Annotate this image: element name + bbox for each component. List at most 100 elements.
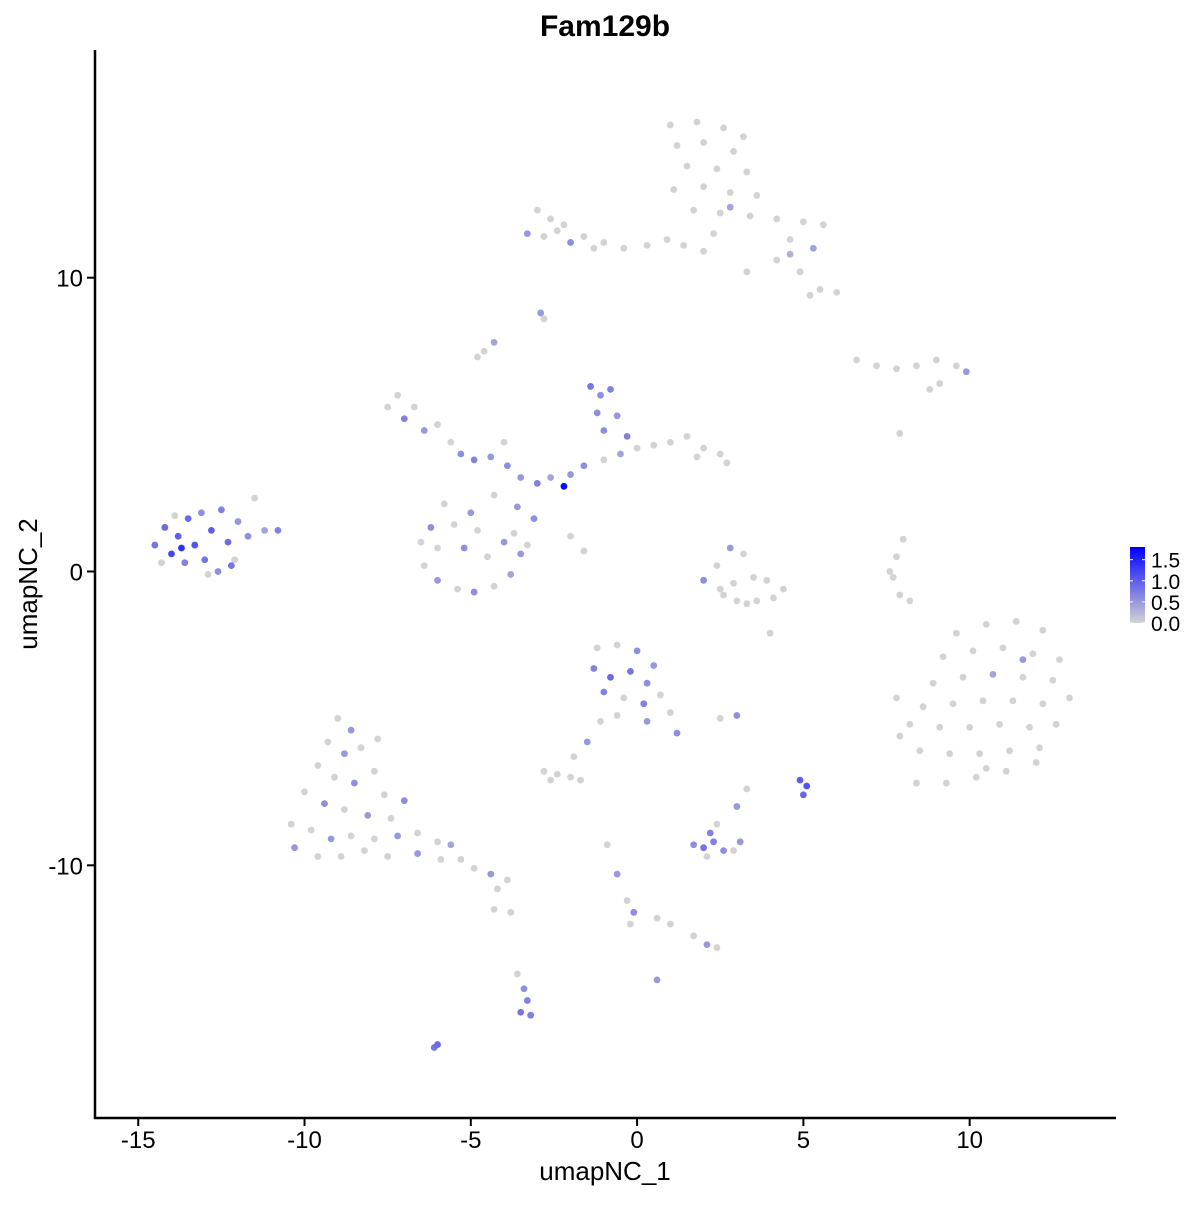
data-point	[730, 579, 737, 587]
data-point	[713, 165, 721, 173]
data-point	[690, 932, 698, 940]
data-point	[633, 647, 641, 655]
data-point	[710, 230, 717, 238]
data-point	[816, 286, 824, 293]
data-point	[274, 526, 282, 534]
data-point	[786, 236, 794, 243]
data-point	[580, 233, 588, 240]
data-point	[523, 997, 531, 1004]
data-point	[607, 673, 614, 681]
data-point	[400, 797, 408, 805]
data-point	[1032, 759, 1040, 766]
data-point	[204, 571, 212, 578]
data-point	[693, 118, 701, 126]
data-point	[503, 462, 511, 470]
data-point	[743, 168, 751, 176]
data-point	[600, 427, 608, 434]
data-point	[384, 853, 392, 860]
data-point	[158, 559, 165, 567]
data-point	[434, 544, 441, 552]
data-point	[703, 853, 711, 860]
data-point	[633, 444, 641, 452]
data-point	[650, 441, 658, 449]
data-point	[743, 268, 751, 276]
data-point	[799, 218, 807, 226]
data-point	[414, 850, 421, 857]
data-point	[889, 573, 897, 581]
data-point	[716, 585, 724, 593]
data-point	[577, 776, 584, 784]
colorbar-tick-label: 1.0	[1151, 571, 1180, 594]
data-point	[952, 362, 960, 370]
data-point	[666, 920, 674, 928]
data-point	[773, 215, 781, 223]
data-point	[427, 524, 435, 531]
data-point	[484, 553, 491, 561]
data-point	[597, 391, 604, 399]
data-point	[474, 526, 481, 534]
data-point	[700, 183, 708, 191]
data-point	[217, 506, 225, 514]
data-point	[587, 383, 594, 390]
data-point	[770, 594, 777, 602]
data-point	[434, 1041, 441, 1048]
data-point	[1056, 656, 1063, 664]
data-point	[1039, 700, 1047, 708]
data-point	[474, 353, 481, 361]
data-point	[510, 529, 518, 537]
data-point	[906, 720, 914, 728]
data-point	[214, 568, 222, 575]
data-point	[613, 412, 621, 420]
data-point	[580, 547, 588, 555]
colorbar-tick-label: 0.5	[1151, 592, 1180, 615]
data-point	[873, 362, 880, 370]
data-point	[1019, 656, 1027, 664]
data-point	[1029, 650, 1037, 658]
data-point	[553, 770, 561, 778]
data-point	[161, 524, 169, 531]
data-point	[653, 914, 661, 922]
data-point	[720, 124, 727, 132]
data-point	[743, 785, 751, 793]
data-point	[656, 691, 664, 699]
data-point	[893, 694, 900, 702]
data-point	[450, 521, 458, 528]
data-point	[982, 620, 990, 628]
data-point	[700, 444, 708, 452]
data-point	[287, 820, 295, 828]
data-point	[251, 494, 259, 502]
data-point	[1002, 767, 1010, 775]
data-point	[643, 241, 651, 249]
data-point	[803, 782, 811, 790]
data-point	[507, 571, 515, 578]
data-point	[171, 512, 179, 520]
data-point	[726, 189, 734, 196]
data-point	[547, 474, 555, 481]
data-point	[490, 905, 498, 913]
data-point	[530, 515, 538, 523]
data-point	[750, 573, 757, 581]
data-point	[553, 227, 561, 235]
data-point	[819, 221, 827, 229]
data-point	[227, 562, 235, 570]
data-point	[613, 712, 621, 719]
data-point	[972, 773, 980, 781]
data-point	[853, 356, 860, 364]
data-point	[1019, 673, 1027, 681]
data-point	[730, 847, 737, 855]
data-point	[919, 703, 927, 711]
data-point	[620, 694, 628, 702]
colorbar	[1130, 547, 1145, 623]
data-point	[487, 870, 495, 878]
data-point	[1036, 744, 1043, 752]
data-point	[700, 576, 708, 584]
data-point	[623, 432, 631, 440]
data-point	[414, 829, 421, 837]
data-point	[906, 597, 914, 605]
data-point	[666, 121, 674, 129]
data-point	[710, 838, 717, 846]
data-point	[700, 844, 708, 852]
data-point	[314, 853, 322, 860]
data-point	[999, 644, 1007, 652]
data-point	[982, 764, 990, 772]
